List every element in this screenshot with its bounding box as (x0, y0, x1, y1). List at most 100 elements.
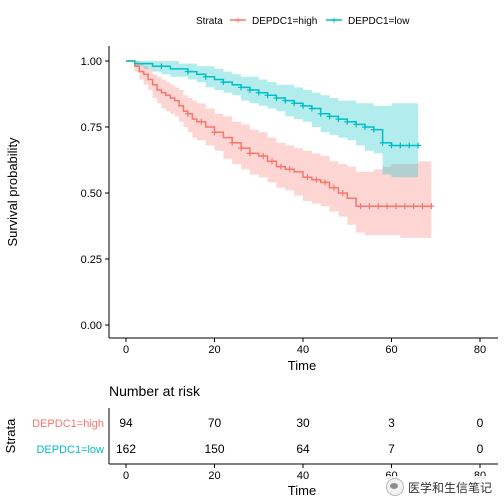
censor-mark-high (322, 179, 329, 186)
censor-mark-high (246, 150, 253, 157)
y-tick-label: 1.00 (81, 56, 102, 68)
watermark: 医学和生信笔记 (381, 476, 496, 498)
censor-mark-high (357, 203, 364, 210)
wechat-icon (385, 478, 404, 496)
y-axis-label: Survival probability (5, 137, 20, 247)
censor-mark-low (202, 73, 209, 80)
risk-value-low: 162 (116, 442, 136, 456)
x-tick-label: 80 (474, 344, 486, 356)
confidence-band-high (126, 61, 432, 238)
censor-mark-high (419, 203, 426, 210)
watermark-text: 医学和生信笔记 (407, 480, 492, 495)
risk-x-tick-label: 20 (208, 470, 220, 482)
censor-mark-high (184, 110, 191, 117)
legend-key-high-plus: + (235, 15, 241, 27)
censor-mark-low (406, 142, 413, 149)
censor-mark-low (264, 92, 271, 99)
censor-mark-low (220, 79, 227, 86)
risk-value-low: 64 (296, 442, 310, 456)
y-tick-label: 0.75 (81, 122, 102, 134)
y-tick-label: 0.00 (81, 320, 102, 332)
x-tick-label: 40 (297, 344, 309, 356)
x-tick-label: 0 (123, 344, 129, 356)
y-axis-ticks: 0.00 0.25 0.50 0.75 1.00 (81, 56, 109, 332)
legend-key-low-plus: + (331, 15, 337, 27)
censor-mark-low (361, 124, 368, 130)
legend-label-low: DEPDC1=low (348, 16, 410, 27)
risk-row-label-high: DEPDC1=high (32, 418, 104, 430)
censor-mark-low (300, 102, 306, 109)
risk-x-axis-label: Time (288, 483, 316, 498)
censor-mark-low (273, 94, 280, 101)
censor-mark-high (366, 203, 373, 210)
censor-marks (158, 63, 435, 210)
legend-item-low: + DEPDC1=low (326, 15, 410, 27)
censor-mark-high (313, 176, 320, 183)
censor-mark-high (211, 129, 218, 136)
censor-mark-high (286, 166, 293, 173)
y-tick-label: 0.50 (81, 188, 102, 200)
risk-table-title: Number at risk (109, 383, 201, 399)
censor-mark-low (184, 68, 191, 75)
risk-x-tick-label: 0 (123, 470, 129, 482)
censor-mark-low (379, 139, 386, 146)
censor-mark-low (326, 113, 333, 120)
risk-value-high: 94 (119, 416, 133, 430)
x-tick-label: 20 (208, 344, 220, 356)
censor-mark-high (428, 203, 435, 210)
censor-mark-low (158, 63, 165, 70)
censor-mark-low (238, 84, 245, 91)
risk-table: Number at risk Strata DEPDC1=high DEPDC1… (3, 383, 498, 498)
censor-mark-low (335, 116, 342, 123)
censor-mark-high (401, 203, 408, 210)
y-tick-label: 0.25 (81, 254, 102, 266)
censor-mark-high (238, 145, 245, 152)
censor-mark-high (269, 158, 276, 165)
censor-mark-high (304, 174, 311, 181)
censor-mark-low (282, 97, 289, 104)
risk-value-high: 0 (477, 416, 484, 430)
x-axis-ticks: 0 20 40 60 80 (123, 338, 486, 356)
confidence-band-low (126, 61, 419, 178)
risk-table-ylabel: Strata (3, 418, 18, 453)
censor-mark-low (415, 142, 422, 149)
censor-mark-low (370, 126, 377, 133)
censor-mark-low (308, 105, 315, 112)
risk-x-tick-label: 40 (297, 470, 309, 482)
censor-mark-low (246, 87, 253, 94)
x-tick-label: 60 (385, 344, 397, 356)
censor-mark-low (255, 89, 262, 96)
risk-value-high: 30 (296, 416, 310, 430)
censor-mark-low (397, 142, 404, 149)
censor-mark-high (339, 190, 346, 196)
risk-row-label-low: DEPDC1=low (36, 444, 104, 456)
censor-mark-high (229, 139, 236, 146)
legend-label-high: DEPDC1=high (252, 16, 317, 27)
confidence-bands (126, 61, 432, 238)
censor-mark-low (388, 142, 395, 149)
censor-mark-high (198, 118, 205, 125)
censor-mark-low (344, 118, 351, 125)
censor-mark-high (392, 203, 399, 210)
risk-value-high: 70 (208, 416, 222, 430)
survival-plot: 0.00 0.25 0.50 0.75 1.00 0 20 40 60 80 Time Surv… (5, 46, 498, 373)
risk-value-high: 3 (388, 416, 395, 430)
censor-mark-high (277, 163, 284, 170)
censor-mark-high (410, 203, 417, 210)
legend-item-high: + DEPDC1=high (230, 15, 317, 27)
risk-value-low: 7 (388, 442, 395, 456)
risk-value-low: 0 (477, 442, 484, 456)
censor-mark-high (375, 203, 382, 210)
censor-mark-low (291, 100, 298, 107)
censor-mark-high (330, 184, 337, 191)
legend: Strata + DEPDC1=high + DEPDC1=low (196, 15, 410, 27)
censor-mark-high (260, 153, 267, 160)
risk-value-low: 150 (204, 442, 224, 456)
x-axis-label: Time (288, 358, 316, 373)
censor-mark-low (353, 121, 360, 128)
censor-mark-high (384, 203, 391, 210)
legend-title: Strata (196, 16, 223, 27)
censor-mark-low (317, 110, 324, 117)
